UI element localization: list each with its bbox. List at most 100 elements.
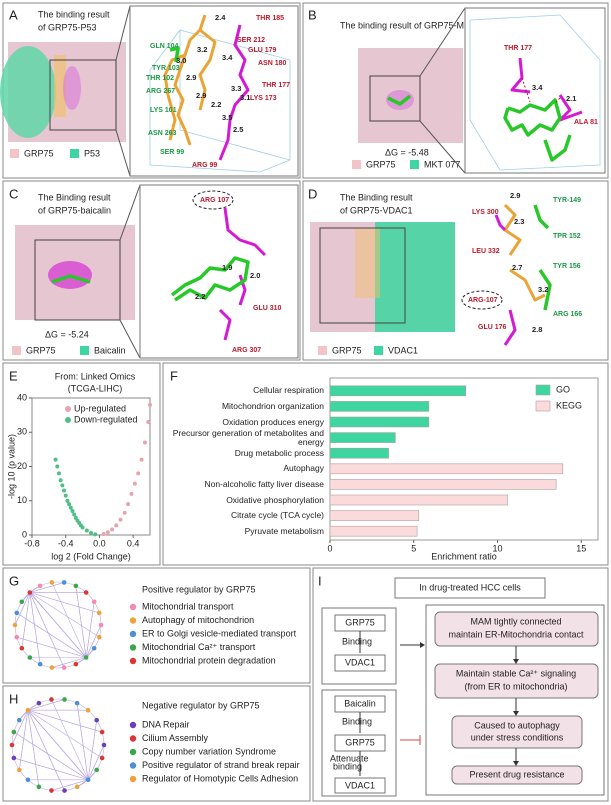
ligand-surface <box>355 228 380 298</box>
network-node <box>96 610 102 616</box>
data-point <box>62 488 67 493</box>
legend-label: GO <box>556 384 570 394</box>
panel-label: D <box>308 186 317 201</box>
label: VDAC1 <box>345 780 375 790</box>
decoration <box>387 94 412 106</box>
decoration <box>51 274 91 284</box>
label: Present drug resistance <box>469 769 564 779</box>
source-note: From: Linked Omics <box>55 371 136 381</box>
decoration <box>163 53 186 141</box>
data-point <box>142 440 147 445</box>
x-axis-label: log 2 (Fold Change) <box>51 551 131 561</box>
zoom-region <box>369 75 421 122</box>
legend-label: GRP75 <box>332 345 362 355</box>
network-edge <box>51 657 87 668</box>
category-label: Cellular respiration <box>253 386 324 395</box>
network-node <box>94 767 99 773</box>
network-edge <box>75 585 87 658</box>
bar <box>329 416 430 428</box>
zoom-region <box>319 227 406 324</box>
x-tick-label: 0 <box>327 543 332 553</box>
network-node <box>91 599 97 605</box>
network-edge <box>27 709 103 733</box>
zoom-line <box>115 129 131 177</box>
decoration <box>503 203 522 256</box>
y-tick-label: 0 <box>22 529 27 539</box>
label: THR 177 <box>262 82 290 89</box>
legend-label: Mitochondrial Ca²⁺ transport <box>142 642 256 652</box>
label: maintain ER-Mitochondria contact <box>448 629 584 639</box>
network-edge <box>27 699 65 711</box>
panel-frame <box>302 2 609 179</box>
bar <box>329 447 389 459</box>
network-edge <box>19 710 29 770</box>
network-node <box>27 655 33 660</box>
panel-title: Negative regulator by GRP75 <box>142 700 260 710</box>
decoration <box>218 308 232 341</box>
label: ARG 307 <box>232 347 261 354</box>
network-node <box>49 788 54 793</box>
label: GLU 176 <box>478 324 507 331</box>
label: THR 102 <box>146 75 174 82</box>
label: LEU 332 <box>472 248 500 255</box>
legend-swatch <box>410 160 419 169</box>
decoration <box>494 214 507 232</box>
network-node <box>61 665 67 670</box>
ligand-surface <box>54 55 66 117</box>
legend-marker <box>129 630 137 638</box>
label: TPR 152 <box>553 233 581 240</box>
network-edge <box>51 699 89 780</box>
data-point <box>60 483 65 488</box>
decoration <box>238 274 247 306</box>
data-point <box>101 531 106 536</box>
network-edge <box>29 592 100 614</box>
label: Binding <box>342 716 372 726</box>
label: TYR-149 <box>553 197 581 204</box>
step-box <box>451 765 583 785</box>
category-label: Oxidative phosphorylation <box>226 495 324 504</box>
label: ARG-107 <box>468 297 498 304</box>
label: ALA 81 <box>574 119 598 126</box>
label: GLN 104 <box>150 43 179 50</box>
decoration <box>218 24 250 161</box>
panel-title: of GRP75-VDAC1 <box>340 205 413 215</box>
panel-label: H <box>9 691 18 706</box>
y-tick-label: 40 <box>17 392 27 402</box>
category-label: Citrate cycle (TCA cycle) <box>231 511 324 520</box>
legend-swatch <box>70 149 79 158</box>
network-node <box>96 634 102 640</box>
y-tick-label: Oxidation produces energy <box>222 416 324 427</box>
decoration <box>509 268 546 302</box>
y-tick-label: Non-alcoholic fatty liver disease <box>204 478 324 489</box>
category-label: Precursor generation of metabolites and … <box>173 428 324 446</box>
zoom-box <box>464 7 606 174</box>
x-tick-label: 5 <box>411 543 416 553</box>
panel-label: I <box>318 573 322 588</box>
y-tick-label: Mitochondrion organization <box>221 400 324 411</box>
network-edge <box>76 703 89 780</box>
label: 2.0 <box>250 271 260 280</box>
network-node <box>25 707 31 713</box>
network-node <box>17 717 22 723</box>
legend-label: Baicalin <box>94 345 126 355</box>
network-edge <box>51 779 89 791</box>
legend-label: Positive regulator of strand break repai… <box>142 760 300 770</box>
label: 3.1 <box>240 93 250 102</box>
panel-frame <box>162 362 609 566</box>
decoration <box>521 77 531 103</box>
network-node <box>99 729 105 735</box>
decoration <box>554 97 561 104</box>
label: 2.9 <box>510 191 520 200</box>
network-node <box>19 645 25 651</box>
label: GRP75 <box>345 737 375 747</box>
x-tick-label: -0.4 <box>58 538 74 548</box>
network-node <box>73 583 79 589</box>
data-point <box>129 491 134 496</box>
label: ARG 166 <box>553 311 582 318</box>
label: binding <box>333 761 362 771</box>
network-edge <box>27 709 103 759</box>
legend-label: P53 <box>84 148 100 158</box>
zoom-line <box>419 120 466 174</box>
y-tick-label: 10 <box>17 495 27 505</box>
